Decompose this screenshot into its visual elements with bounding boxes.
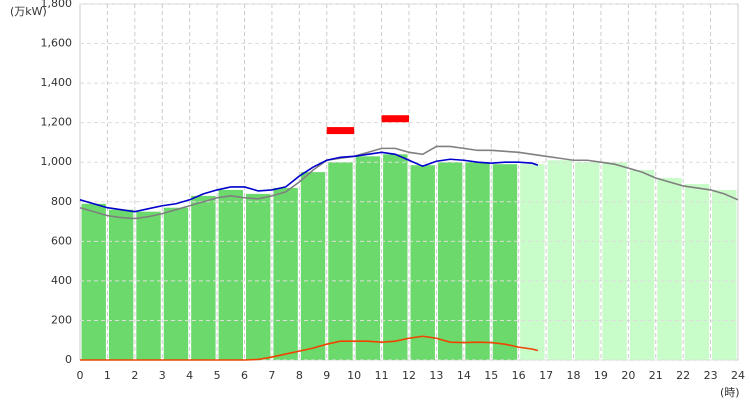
bar	[547, 160, 572, 360]
line	[80, 335, 539, 361]
y-tick-label: 800	[51, 195, 72, 208]
y-unit: (万kW)	[10, 5, 47, 18]
x-tick-label: 23	[704, 369, 718, 382]
y-tick-label: 1,200	[41, 116, 73, 129]
bar	[383, 154, 408, 360]
x-tick-label: 20	[621, 369, 635, 382]
bar	[81, 203, 106, 360]
x-tick-label: 19	[594, 369, 608, 382]
x-tick-label: 5	[214, 369, 221, 382]
y-tick-label: 1,600	[41, 37, 73, 50]
x-tick-label: 1	[104, 369, 111, 382]
line	[79, 145, 739, 220]
x-tick-label: 0	[77, 369, 84, 382]
bar	[657, 178, 682, 360]
x-tick-label: 15	[484, 369, 498, 382]
bar	[684, 183, 710, 360]
bar	[218, 189, 243, 360]
bar	[108, 209, 134, 360]
bar	[191, 195, 216, 360]
bar	[602, 162, 627, 360]
x-tick-label: 18	[567, 369, 581, 382]
bar	[575, 162, 600, 360]
bar	[629, 170, 655, 360]
y-tick-label: 600	[51, 234, 72, 247]
y-tick-label: 400	[51, 274, 72, 287]
bar	[520, 164, 545, 360]
bar	[163, 207, 189, 360]
x-tick-label: 4	[186, 369, 193, 382]
bar	[492, 164, 518, 360]
x-tick-label: 13	[429, 369, 443, 382]
x-tick-label: 21	[649, 369, 663, 382]
x-tick-label: 16	[512, 369, 526, 382]
x-tick-label: 14	[457, 369, 471, 382]
x-tick-label: 2	[131, 369, 138, 382]
y-tick-label: 0	[65, 353, 72, 366]
bar	[328, 162, 353, 360]
x-tick-label: 11	[375, 369, 389, 382]
x-tick-label: 8	[296, 369, 303, 382]
bar	[136, 211, 161, 360]
bar	[246, 193, 271, 360]
bar	[273, 187, 298, 360]
bar	[355, 156, 381, 360]
x-tick-label: 12	[402, 369, 416, 382]
bar	[712, 189, 737, 360]
peak-marker	[381, 115, 409, 123]
x-tick-label: 3	[159, 369, 166, 382]
bar	[465, 162, 490, 360]
x-tick-label: 7	[268, 369, 275, 382]
y-tick-label: 1,400	[41, 76, 73, 89]
x-tick-label: 17	[539, 369, 553, 382]
x-tick-label: 24	[731, 369, 745, 382]
x-tick-label: 6	[241, 369, 248, 382]
y-tick-label: 200	[51, 313, 72, 326]
x-tick-label: 10	[347, 369, 361, 382]
line	[79, 151, 539, 213]
x-tick-label: 9	[323, 369, 330, 382]
bar	[437, 162, 463, 360]
bar	[410, 165, 435, 360]
y-tick-label: 1,800	[41, 0, 73, 10]
x-unit: (時)	[720, 386, 740, 399]
peak-marker	[326, 127, 355, 135]
x-tick-label: 22	[676, 369, 690, 382]
bar	[300, 172, 326, 360]
y-tick-label: 1,000	[41, 155, 73, 168]
